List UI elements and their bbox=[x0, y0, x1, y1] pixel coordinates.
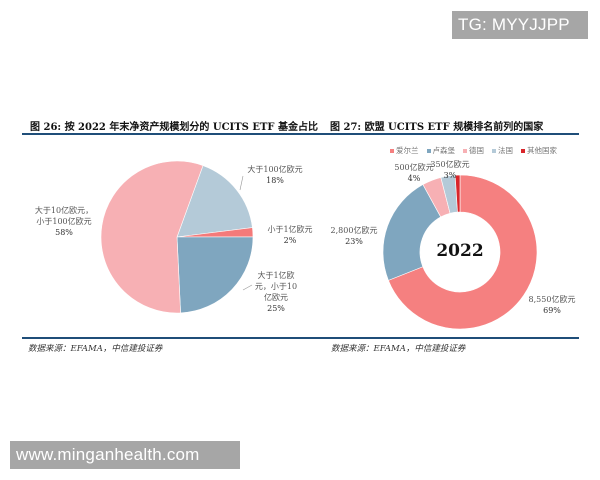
slice-label: 18% bbox=[266, 176, 284, 185]
slice-label: 4% bbox=[408, 174, 421, 183]
figure-26-source: 数据来源：EFAMA，中信建投证券 bbox=[28, 344, 163, 354]
watermark-website: www.minganhealth.com bbox=[10, 441, 240, 469]
pie-chart-fund-size bbox=[100, 160, 254, 314]
title-rule-right bbox=[312, 133, 579, 135]
slice-midlarge-funds bbox=[100, 160, 204, 314]
slice-mid-funds bbox=[176, 236, 254, 314]
donut-center-year: 2022 bbox=[436, 241, 483, 261]
figure-27-source: 数据来源：EFAMA，中信建投证券 bbox=[331, 344, 466, 354]
legend-item: 爱尔兰 bbox=[390, 145, 419, 156]
slice-label: 小于1亿欧元 bbox=[267, 224, 312, 234]
watermark-telegram: TG: MYYJJPP bbox=[452, 11, 588, 39]
slice-ireland bbox=[388, 174, 538, 330]
slice-label: 3% bbox=[444, 171, 457, 180]
slice-label: 小于100亿欧元 bbox=[36, 216, 91, 226]
legend-label: 德国 bbox=[469, 146, 484, 155]
legend-swatch-icon bbox=[426, 148, 431, 153]
figure-26-title: 图 26: 按 2022 年末净资产规模划分的 UCITS ETF 基金占比 bbox=[30, 122, 318, 133]
legend-label: 卢森堡 bbox=[432, 146, 456, 155]
slice-label: 元，小于10 bbox=[255, 282, 297, 291]
legend-swatch-icon bbox=[463, 148, 467, 153]
slice-label: 500亿欧元 bbox=[394, 162, 433, 172]
slice-luxembourg bbox=[382, 184, 442, 281]
legend-swatch-icon bbox=[521, 148, 525, 153]
donut-legend: 爱尔兰 卢森堡 德国 法国 其他国家 bbox=[390, 145, 557, 156]
donut-chart-labels: 8,550亿欧元 69% 2,800亿欧元 23% 500亿欧元 4% 350亿欧元 3% bbox=[331, 159, 576, 315]
leader-line bbox=[242, 284, 253, 291]
slice-label: 23% bbox=[345, 237, 363, 246]
slice-label: 350亿欧元 bbox=[430, 159, 469, 169]
slice-label: 8,550亿欧元 bbox=[529, 294, 576, 304]
legend-label: 法国 bbox=[498, 146, 513, 155]
legend-swatch-icon bbox=[390, 148, 394, 153]
title-rule-left bbox=[22, 133, 312, 135]
legend-label: 爱尔兰 bbox=[396, 146, 419, 155]
legend-swatch-icon bbox=[492, 148, 496, 153]
slice-label: 大于100亿欧元 bbox=[247, 164, 302, 174]
leader-line bbox=[239, 175, 244, 191]
legend-item: 法国 bbox=[492, 145, 513, 156]
bottom-rule bbox=[22, 337, 579, 339]
figure-27-title: 图 27: 欧盟 UCITS ETF 规模排名前列的国家 bbox=[330, 122, 544, 133]
slice-label: 69% bbox=[543, 306, 561, 315]
slice-label: 亿欧元 bbox=[264, 292, 288, 302]
legend-item: 德国 bbox=[463, 145, 484, 156]
legend-item: 其他国家 bbox=[521, 145, 557, 156]
legend-item: 卢森堡 bbox=[426, 145, 456, 156]
slice-label: 25% bbox=[267, 304, 285, 313]
donut-chart-countries bbox=[382, 174, 538, 330]
slice-label: 2,800亿欧元 bbox=[331, 225, 378, 235]
legend-label: 其他国家 bbox=[527, 146, 557, 155]
slice-label: 大于1亿欧 bbox=[257, 270, 294, 280]
slice-label: 58% bbox=[55, 228, 73, 237]
slice-label: 大于10亿欧元， bbox=[35, 205, 93, 215]
slice-large-funds bbox=[176, 165, 253, 238]
slice-label: 2% bbox=[284, 236, 297, 245]
slice-other bbox=[454, 174, 461, 213]
